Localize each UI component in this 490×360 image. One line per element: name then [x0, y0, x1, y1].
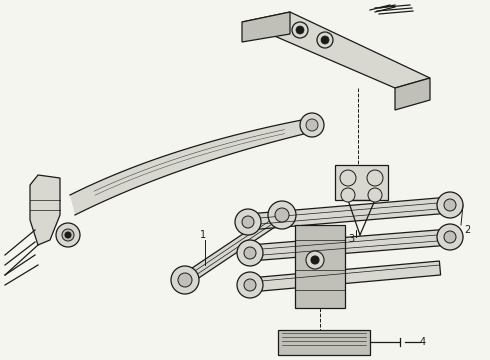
Circle shape — [306, 251, 324, 269]
Circle shape — [178, 273, 192, 287]
Circle shape — [244, 247, 256, 259]
Polygon shape — [278, 330, 370, 355]
Circle shape — [292, 22, 308, 38]
Circle shape — [56, 223, 80, 247]
Polygon shape — [242, 12, 290, 42]
Text: 1: 1 — [200, 230, 206, 240]
Circle shape — [368, 188, 382, 202]
Circle shape — [242, 216, 254, 228]
Circle shape — [437, 224, 463, 250]
Polygon shape — [30, 175, 60, 245]
Polygon shape — [242, 12, 430, 88]
Polygon shape — [182, 210, 285, 285]
Polygon shape — [395, 78, 430, 110]
Circle shape — [237, 240, 263, 266]
Circle shape — [268, 201, 296, 229]
Text: 4: 4 — [420, 337, 426, 347]
Circle shape — [237, 272, 263, 298]
Circle shape — [317, 32, 333, 48]
Circle shape — [341, 188, 355, 202]
Text: 2: 2 — [464, 225, 470, 235]
Circle shape — [444, 199, 456, 211]
Circle shape — [171, 266, 199, 294]
Circle shape — [321, 36, 329, 44]
Circle shape — [296, 26, 304, 34]
Circle shape — [300, 113, 324, 137]
Circle shape — [62, 229, 74, 241]
Polygon shape — [247, 197, 451, 230]
Circle shape — [367, 170, 383, 186]
Polygon shape — [335, 165, 388, 200]
Circle shape — [311, 256, 319, 264]
Circle shape — [437, 192, 463, 218]
Circle shape — [275, 208, 289, 222]
Circle shape — [340, 170, 356, 186]
Polygon shape — [249, 229, 451, 261]
Polygon shape — [249, 261, 441, 292]
Circle shape — [235, 209, 261, 235]
Circle shape — [306, 119, 318, 131]
Polygon shape — [70, 118, 312, 215]
Text: 3: 3 — [348, 234, 354, 244]
Circle shape — [65, 232, 71, 238]
Polygon shape — [295, 225, 345, 308]
Circle shape — [444, 231, 456, 243]
Circle shape — [244, 279, 256, 291]
